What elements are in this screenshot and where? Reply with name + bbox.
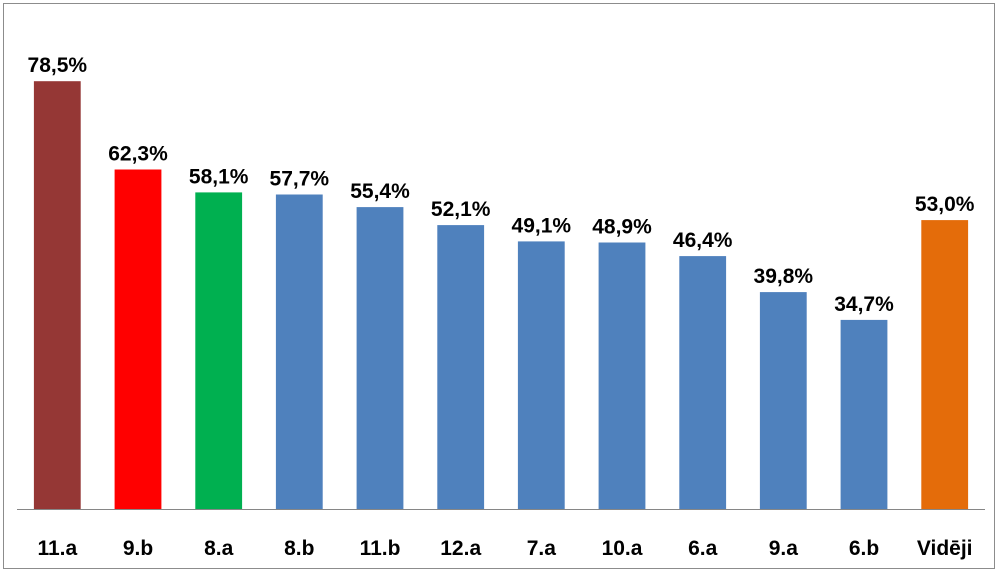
bar-Vidēji (921, 220, 969, 509)
data-label-8.b: 57,7% (270, 168, 330, 191)
bar-11.b (356, 207, 404, 509)
bar-7.a (517, 241, 565, 509)
tick-labels-group: 11.a 9.b 8.a 8.b 11.b 12.a 7.a 10.a 6.a 9.a 6.b Vid… (37, 537, 972, 560)
x-tick-label-11.b: 11.b (360, 537, 401, 560)
bar-6.b (840, 319, 888, 509)
bar-9.b (114, 169, 162, 509)
data-label-10.a: 48,9% (592, 216, 652, 239)
bar-11.a (33, 81, 81, 509)
bar-8.a (195, 192, 243, 509)
bar-9.a (759, 292, 807, 509)
data-label-11.a: 78,5% (28, 54, 88, 77)
x-tick-label-12.a: 12.a (440, 537, 481, 560)
x-tick-label-6.a: 6.a (688, 537, 718, 560)
data-label-7.a: 49,1% (512, 214, 572, 237)
data-label-9.a: 39,8% (754, 265, 814, 288)
data-label-6.b: 34,7% (834, 293, 894, 316)
data-label-11.b: 55,4% (350, 180, 410, 203)
bars-group (33, 81, 969, 509)
data-label-9.b: 62,3% (108, 143, 168, 166)
x-tick-label-8.a: 8.a (204, 537, 234, 560)
x-tick-label-6.b: 6.b (849, 537, 879, 560)
bar-8.b (275, 194, 323, 509)
data-label-Vidēji: 53,0% (915, 193, 975, 216)
x-tick-label-10.a: 10.a (602, 537, 643, 560)
data-label-12.a: 52,1% (431, 198, 491, 221)
x-tick-label-9.a: 9.a (769, 537, 799, 560)
data-label-6.a: 46,4% (673, 229, 733, 252)
bar-6.a (679, 256, 727, 509)
x-tick-label-11.a: 11.a (37, 537, 77, 560)
chart-frame (3, 3, 995, 569)
x-tick-label-Vidēji: Vidēji (917, 537, 973, 560)
bar-12.a (437, 225, 485, 509)
x-tick-label-7.a: 7.a (527, 537, 557, 560)
value-labels-group: 78,5% 62,3% 58,1% 57,7% 55,4% 52,1% 49,1% 48,9%… (28, 54, 975, 316)
x-tick-label-8.b: 8.b (284, 537, 314, 560)
x-tick-label-9.b: 9.b (123, 537, 153, 560)
data-label-8.a: 58,1% (189, 165, 249, 188)
bar-10.a (598, 242, 646, 509)
